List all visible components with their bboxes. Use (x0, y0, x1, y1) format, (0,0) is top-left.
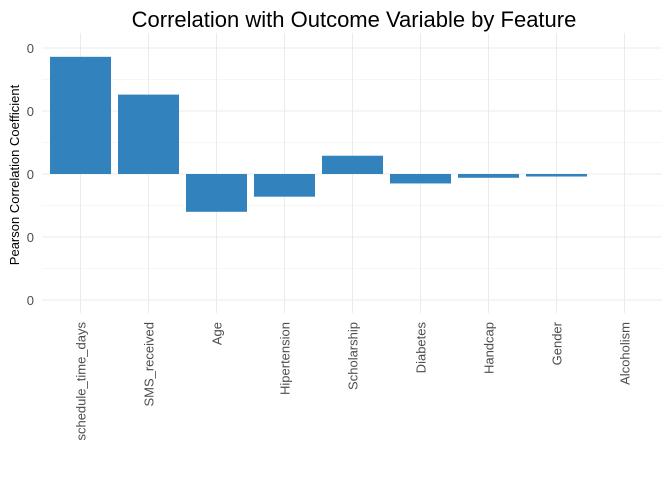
bar (390, 174, 451, 184)
x-tick-label: schedule_time_days (74, 322, 89, 441)
x-tick-label: Gender (550, 321, 565, 365)
x-tick-labels: schedule_time_days SMS_received Age Hiperte… (74, 321, 633, 440)
x-tick-label: Age (210, 322, 225, 345)
bar (50, 56, 111, 174)
y-axis-label: Pearson Correlation Coefficient (7, 84, 22, 265)
x-tick-label: Hipertension (278, 322, 293, 395)
y-tick-label: 0 (27, 167, 34, 182)
x-tick-label: Alcoholism (618, 322, 633, 385)
bar (458, 174, 519, 178)
y-tick-label: 0 (27, 293, 34, 308)
x-tick-label: Handcap (482, 322, 497, 374)
y-tick-label: 0 (27, 41, 34, 56)
bar (322, 155, 383, 174)
x-tick-label: Diabetes (414, 322, 429, 374)
chart-title: Correlation with Outcome Variable by Fea… (132, 7, 577, 32)
y-tick-label: 0 (27, 230, 34, 245)
x-tick-label: Scholarship (346, 322, 361, 390)
y-tick-label: 0 (27, 104, 34, 119)
bar (526, 174, 587, 177)
bar (186, 174, 247, 212)
bars (50, 56, 587, 212)
bar (254, 174, 315, 197)
x-tick-label: SMS_received (142, 322, 157, 407)
y-tick-labels: 0 0 0 0 0 (27, 41, 34, 308)
bar (118, 94, 179, 174)
